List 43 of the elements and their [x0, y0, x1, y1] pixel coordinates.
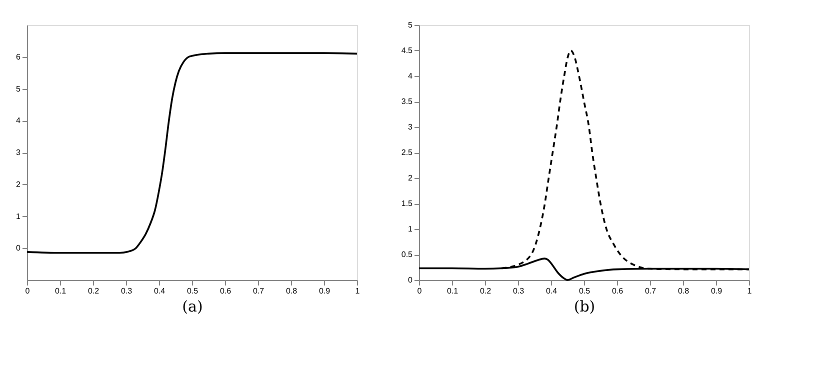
y-tick-label: 1 — [16, 212, 22, 221]
y-tick-label: 3 — [16, 148, 22, 157]
x-tick-label: 0.5 — [186, 286, 199, 296]
x-tick-label: 0 — [25, 286, 30, 296]
y-tick-label: 0.5 — [401, 250, 414, 259]
x-tick-label: 0.2 — [480, 286, 492, 296]
y-tick-label: 0 — [408, 276, 414, 284]
x-tick-label: 0.6 — [220, 286, 232, 296]
y-tick-label: 3 — [408, 122, 414, 132]
y-tick-label: 0 — [16, 244, 22, 253]
x-tick-label: 0.7 — [252, 286, 265, 296]
x-tick-label: 1 — [747, 286, 752, 296]
x-axis-title: (b) — [574, 298, 596, 316]
x-tick-label: 0.1 — [54, 286, 67, 296]
y-tick-label: 4 — [408, 72, 414, 80]
x-tick-label: 0.4 — [154, 286, 166, 296]
x-tick-label: 0 — [417, 286, 422, 296]
x-tick-label: 0.9 — [710, 286, 723, 296]
x-tick-label: 1 — [355, 286, 360, 296]
x-tick-label: 0.2 — [88, 286, 100, 296]
x-tick-label: 0.7 — [644, 286, 657, 296]
y-tick-label: 1 — [408, 224, 414, 234]
y-tick-label: 5 — [408, 20, 414, 30]
y-tick-label: 2 — [408, 174, 414, 182]
x-tick-label: 0.3 — [512, 286, 525, 296]
y-tick-label: 5 — [16, 84, 22, 94]
x-tick-label: 0.8 — [286, 286, 298, 296]
y-tick-label: 6 — [16, 52, 22, 62]
x-tick-label: 0.3 — [120, 286, 133, 296]
y-tick-label: 4.5 — [401, 46, 414, 55]
x-tick-label: 0.5 — [578, 286, 591, 296]
line-series — [26, 52, 358, 254]
y-tick-label: 4 — [16, 116, 22, 126]
x-tick-label: 0.1 — [446, 286, 459, 296]
x-tick-label: 0.6 — [612, 286, 624, 296]
y-tick-label: 2 — [16, 180, 22, 189]
x-tick-label: 0.9 — [318, 286, 331, 296]
y-tick-label: 2.5 — [401, 148, 414, 157]
x-axis-title: (a) — [182, 298, 203, 316]
x-tick-label: 0.4 — [546, 286, 558, 296]
x-tick-label: 0.8 — [678, 286, 690, 296]
y-tick-label: 1.5 — [401, 199, 414, 208]
y-tick-label: 3.5 — [401, 97, 414, 106]
